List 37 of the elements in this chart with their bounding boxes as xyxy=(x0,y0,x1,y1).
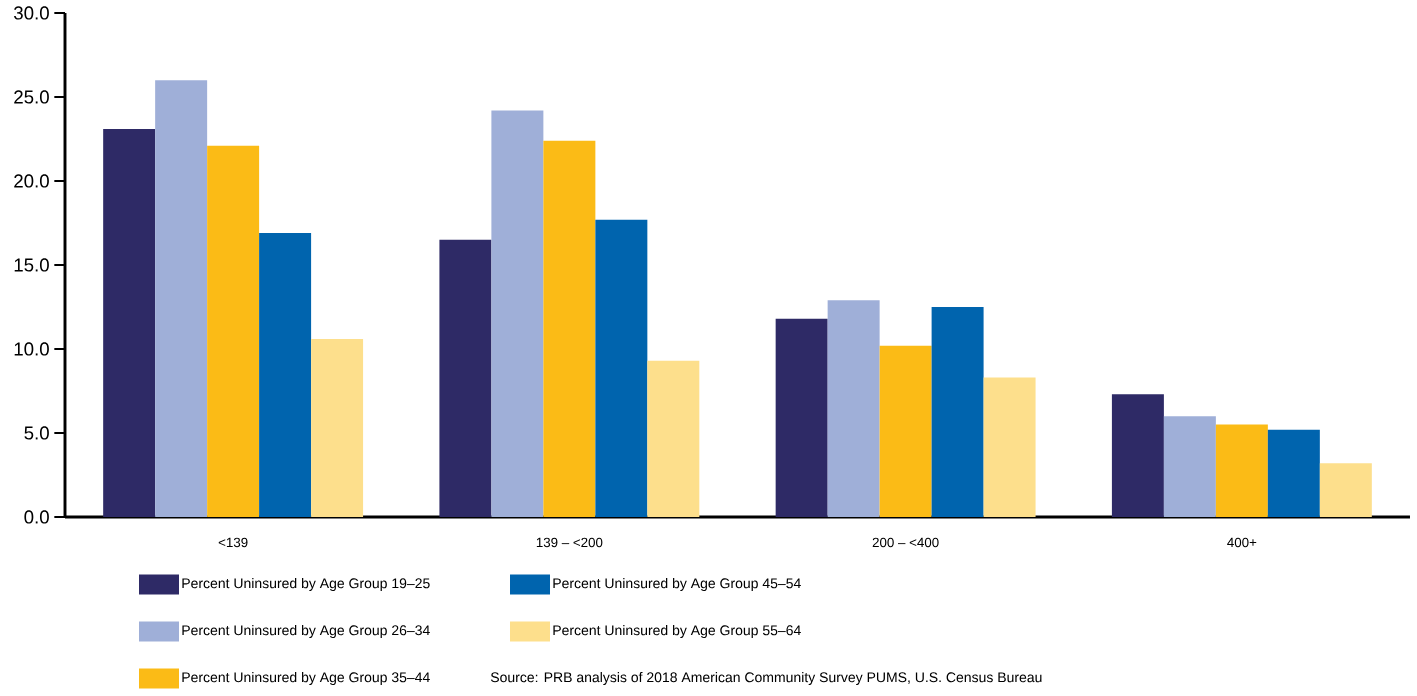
bar xyxy=(775,318,828,517)
bar xyxy=(983,377,1036,517)
y-tick-label: 30.0 xyxy=(14,6,49,20)
bar xyxy=(647,360,700,517)
bar xyxy=(207,145,260,517)
bar xyxy=(1319,463,1372,517)
bar xyxy=(543,140,596,517)
y-tick-label: 0.0 xyxy=(24,510,49,524)
x-tick-label: 139 – <200 xyxy=(536,537,603,548)
source-note: Source: PRB analysis of 2018 American Community Survey PUMS, U.S. Census Bureau xyxy=(490,671,1042,686)
bar xyxy=(311,338,364,517)
legend-label: Percent Uninsured by Age Group 19–25 xyxy=(182,577,430,592)
bar xyxy=(155,80,208,517)
y-tick-label: 10.0 xyxy=(14,342,49,356)
bar xyxy=(259,233,312,517)
bar xyxy=(1163,416,1216,517)
bar xyxy=(595,219,648,517)
bar xyxy=(491,110,544,517)
legend-label: Percent Uninsured by Age Group 45–54 xyxy=(553,577,801,592)
x-tick-label: 400+ xyxy=(1227,537,1257,548)
y-tick-label: 25.0 xyxy=(14,90,49,104)
x-tick-label: <139 xyxy=(218,537,248,548)
x-tick-label: 200 – <400 xyxy=(872,537,939,548)
legend-label: Percent Uninsured by Age Group 26–34 xyxy=(182,624,430,639)
bar xyxy=(879,345,932,517)
bar xyxy=(1267,429,1320,517)
bar xyxy=(931,307,984,517)
bar xyxy=(103,128,156,517)
bar xyxy=(827,300,880,517)
bar xyxy=(1215,424,1268,517)
y-tick-label: 15.0 xyxy=(14,258,49,272)
legend-label: Percent Uninsured by Age Group 35–44 xyxy=(182,671,430,686)
bar xyxy=(439,239,492,517)
bar xyxy=(1111,394,1164,517)
y-tick-label: 5.0 xyxy=(24,426,49,440)
legend-label: Percent Uninsured by Age Group 55–64 xyxy=(553,624,801,639)
y-tick-label: 20.0 xyxy=(14,174,49,188)
